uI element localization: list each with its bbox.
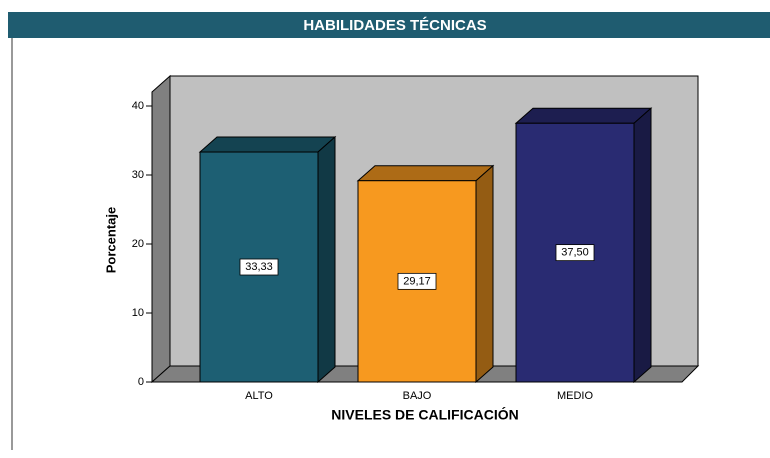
- y-tick-label: 20: [132, 238, 144, 250]
- bar-top: [514, 107, 653, 124]
- x-tick-label: BAJO: [403, 390, 432, 402]
- value-label-box: [555, 244, 595, 262]
- x-axis-label: NIVELES DE CALIFICACIÓN: [331, 406, 518, 423]
- y-axis-label: Porcentaje: [103, 207, 118, 273]
- y-tick-label: 10: [132, 307, 144, 319]
- value-label: 37,50: [561, 247, 589, 259]
- value-label: 29,17: [403, 275, 431, 287]
- x-tick-label: MEDIO: [557, 390, 594, 402]
- x-tick-label: ALTO: [245, 390, 273, 402]
- bar-side: [633, 107, 652, 384]
- value-label-box: [397, 272, 437, 290]
- bar-side: [317, 135, 336, 384]
- title-bar: [8, 12, 770, 38]
- y-tick-label: 40: [132, 100, 144, 112]
- side-wall: [151, 74, 171, 384]
- y-tick-label: 30: [132, 169, 144, 181]
- bar-side: [475, 164, 494, 384]
- chart-title: HABILIDADES TÉCNICAS: [303, 17, 486, 34]
- bar-top: [356, 165, 495, 182]
- bar-top: [198, 136, 337, 153]
- value-label: 33,33: [245, 261, 273, 273]
- y-tick-label: 0: [138, 376, 144, 388]
- value-label-box: [239, 258, 279, 276]
